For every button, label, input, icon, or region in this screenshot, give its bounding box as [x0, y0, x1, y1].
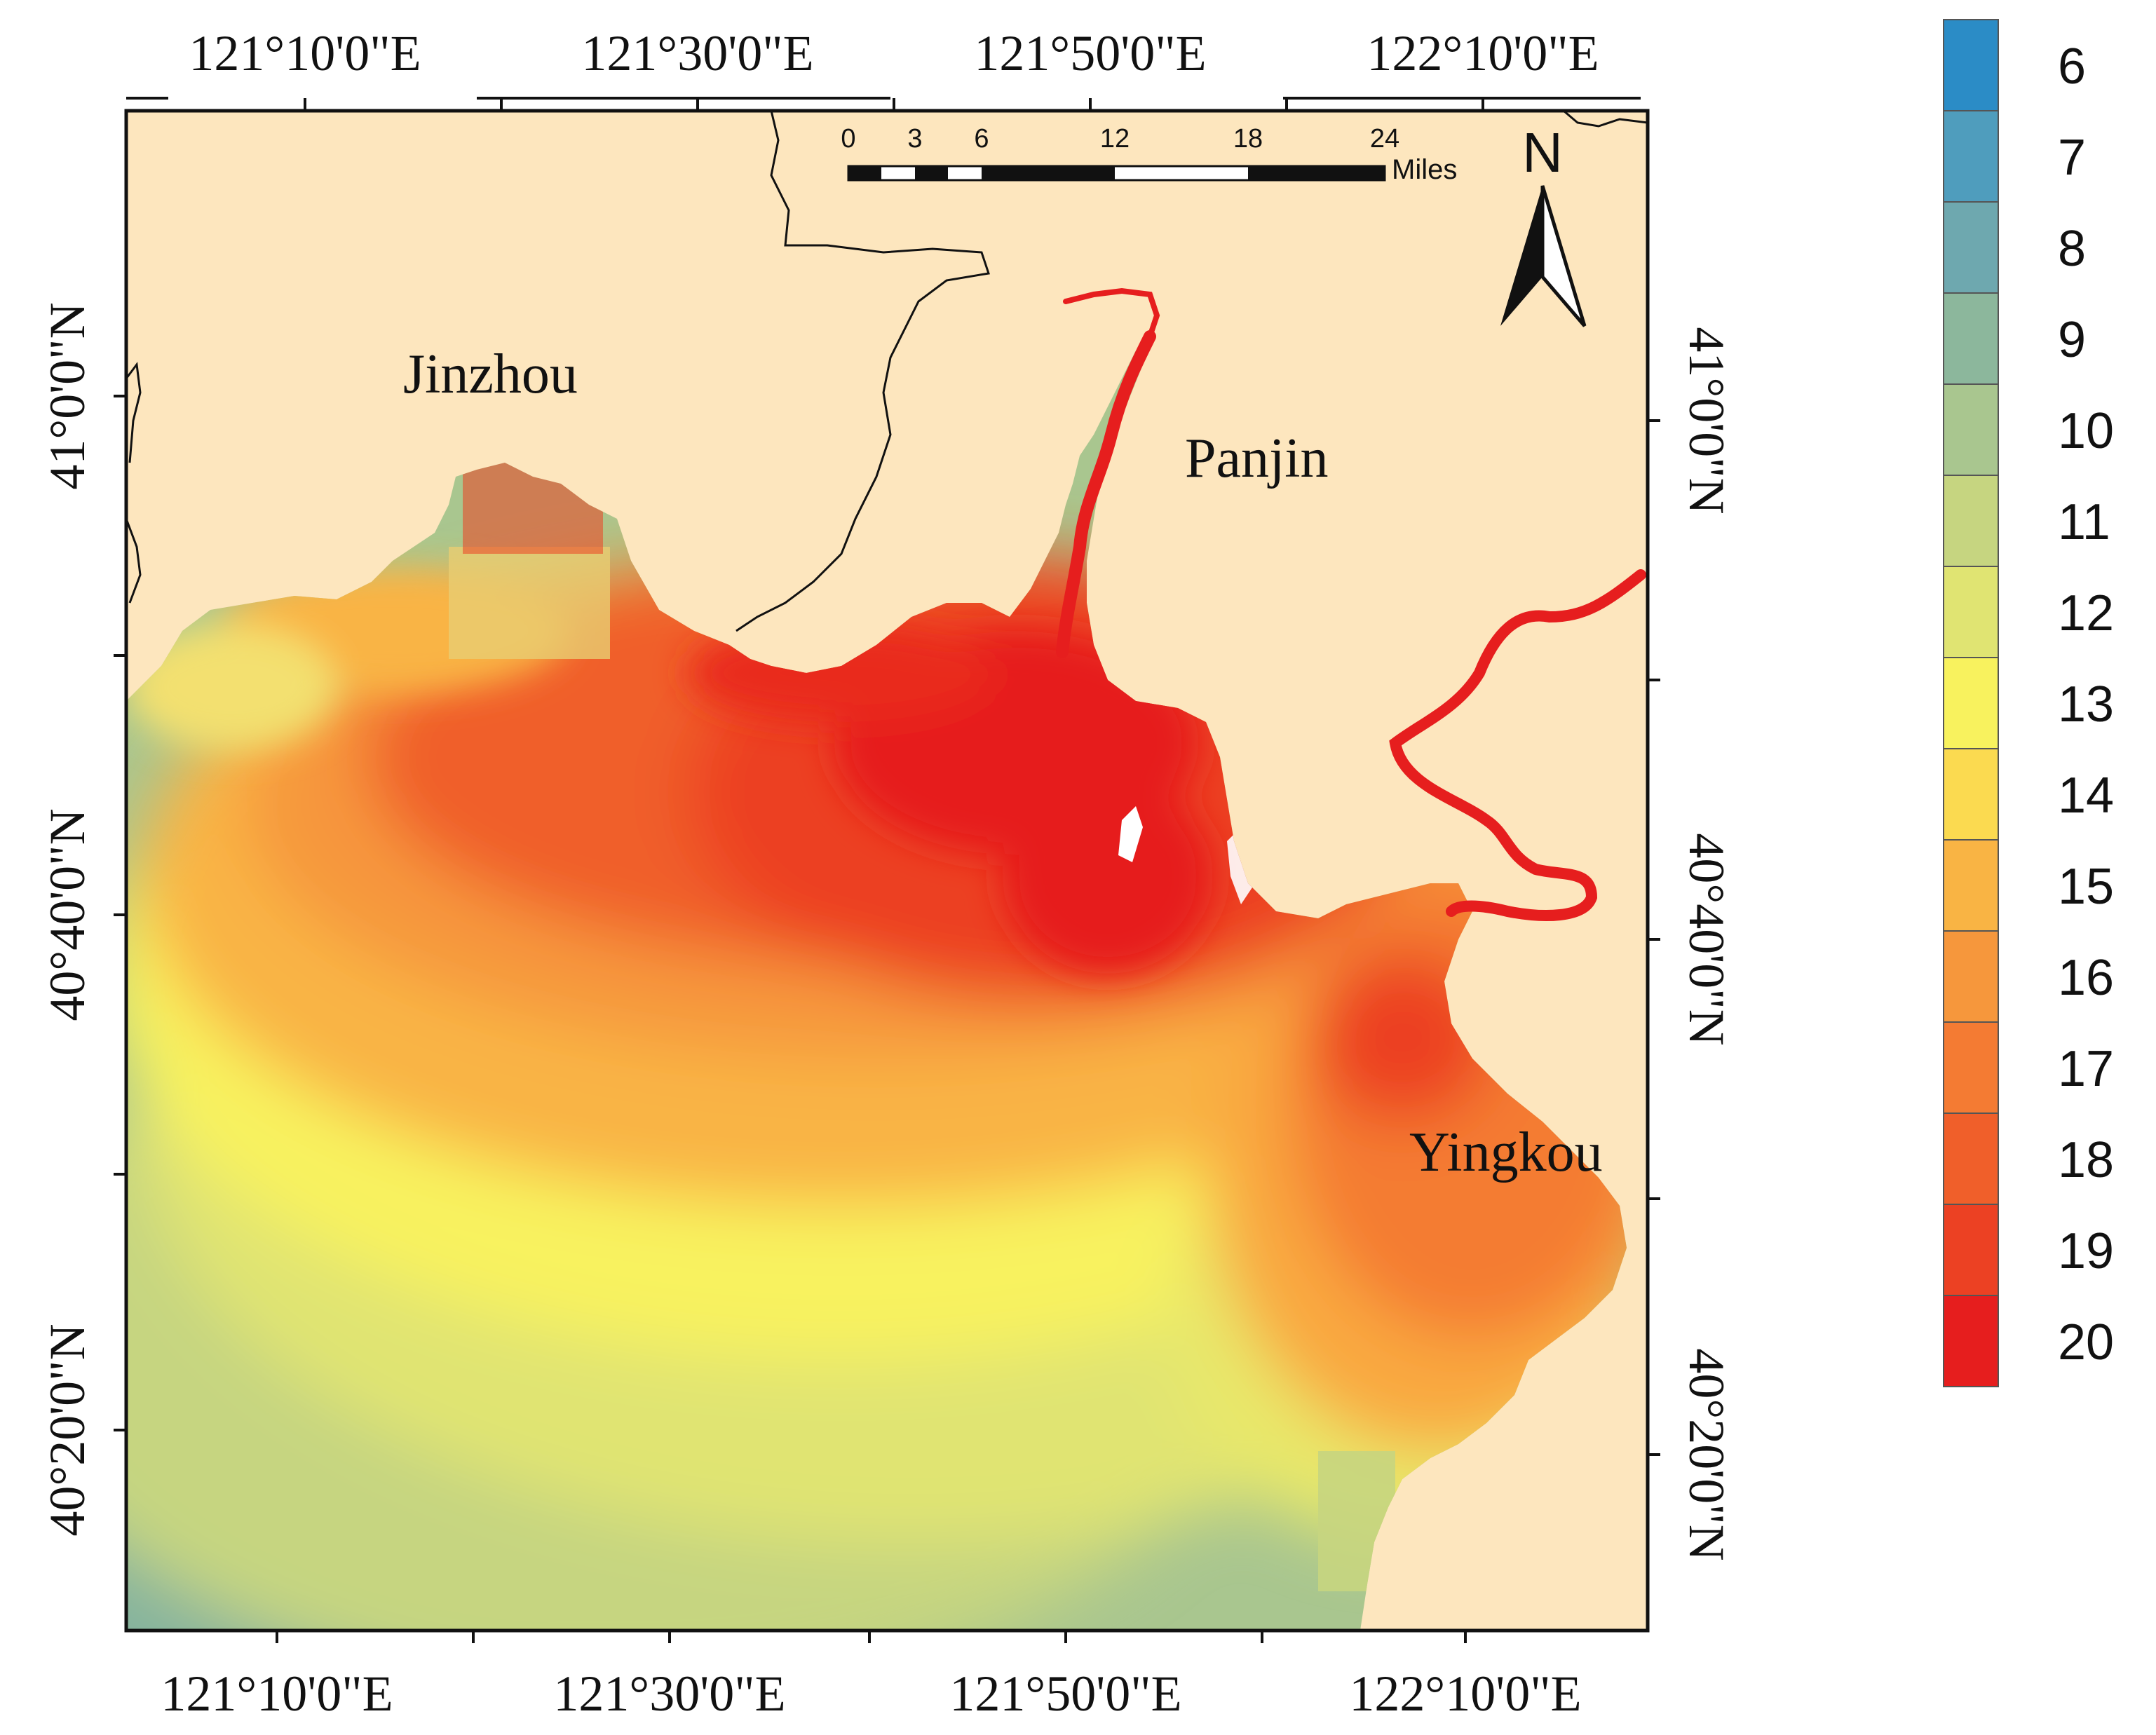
legend-swatch [1943, 383, 1999, 476]
top-longitude-label: 121°30'0"E [581, 25, 813, 81]
temperature-legend: 6 7 8 9 10 11 12 13 14 15 16 17 18 19 20 [1943, 19, 2114, 1387]
scale-bar: 0 3 6 12 18 24 Miles [841, 124, 1457, 185]
legend-swatch [1943, 1204, 1999, 1296]
legend-swatch [1943, 1295, 1999, 1387]
legend-label: 8 [2058, 221, 2086, 277]
bottom-longitude-label: 122°10'0"E [1349, 1666, 1581, 1722]
graticule-ticks [114, 98, 1660, 1643]
legend-swatch [1943, 657, 1999, 749]
legend-swatch [1943, 566, 1999, 658]
admin-boundary [735, 110, 990, 632]
legend-label: 12 [2058, 585, 2114, 641]
legend-label: 6 [2058, 39, 2086, 95]
legend-swatch [1943, 201, 1999, 294]
legend-swatch [1943, 475, 1999, 567]
legend-swatch [1943, 748, 1999, 841]
legend-label: 19 [2058, 1223, 2114, 1279]
top-longitude-label: 122°10'0"E [1367, 25, 1599, 81]
left-latitude-label: 40°40'0"N [39, 808, 95, 1021]
top-longitude-label: 121°50'0"E [974, 25, 1206, 81]
bottom-longitude-label: 121°50'0"E [949, 1666, 1181, 1722]
legend-label: 20 [2058, 1314, 2114, 1370]
scale-tick-label: 0 [841, 124, 855, 154]
legend-label: 16 [2058, 950, 2114, 1006]
right-latitude-label: 40°40'0"N [1679, 833, 1735, 1045]
legend-swatch [1943, 839, 1999, 932]
place-label-jinzhou: Jinzhou [403, 343, 578, 405]
admin-boundary-west [125, 362, 142, 604]
legend-label: 9 [2058, 312, 2086, 368]
bottom-longitude-label: 121°10'0"E [161, 1666, 393, 1722]
legend-swatch [1943, 1113, 1999, 1205]
map-frame [124, 109, 1650, 1633]
legend-swatch [1943, 110, 1999, 203]
scale-tick-label: 12 [1100, 124, 1130, 154]
admin-boundary-east [1563, 109, 1648, 128]
bottom-longitude-label: 121°30'0"E [553, 1666, 785, 1722]
right-latitude-label: 41°0'0"N [1679, 327, 1735, 514]
top-longitude-label: 121°10'0"E [189, 25, 421, 81]
north-arrow-icon [1500, 186, 1543, 326]
legend-label: 18 [2058, 1132, 2114, 1188]
north-arrow: N [1500, 121, 1587, 327]
scale-tick-label: 3 [907, 124, 922, 154]
legend-label: 7 [2058, 130, 2086, 186]
legend-label: 17 [2058, 1041, 2114, 1097]
left-latitude-label: 40°20'0"N [39, 1324, 95, 1536]
legend-label: 11 [2058, 494, 2110, 550]
legend-swatch [1943, 1021, 1999, 1114]
scale-tick-label: 18 [1233, 124, 1263, 154]
legend-label: 15 [2058, 859, 2114, 915]
legend-label: 13 [2058, 676, 2114, 733]
scale-tick-label: 24 [1370, 124, 1399, 154]
legend-label: 10 [2058, 403, 2114, 459]
scale-units-label: Miles [1392, 154, 1457, 185]
place-label-yingkou: Yingkou [1409, 1122, 1603, 1183]
left-latitude-label: 41°0'0"N [39, 302, 95, 489]
map-panel: 121°10'0"E 121°30'0"E 121°50'0"E 122°10'… [39, 25, 1735, 1722]
legend-swatch [1943, 930, 1999, 1023]
legend-swatch [1943, 19, 1999, 111]
legend-swatch [1943, 292, 1999, 385]
north-arrow-label: N [1522, 121, 1563, 184]
rivers [1056, 287, 1646, 921]
place-label-panjin: Panjin [1185, 428, 1328, 489]
right-latitude-label: 40°20'0"N [1679, 1348, 1735, 1560]
scale-tick-label: 6 [974, 124, 989, 154]
legend-label: 14 [2058, 768, 2114, 824]
